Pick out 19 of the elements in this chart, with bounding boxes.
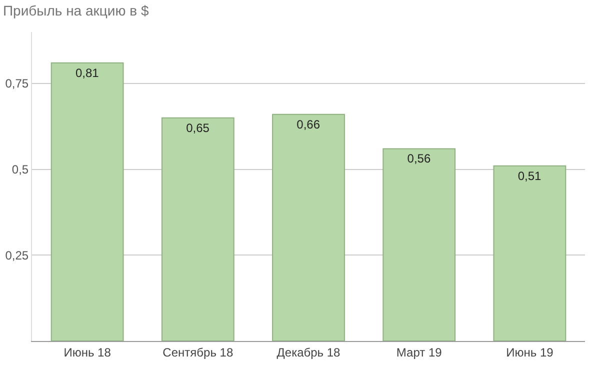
bar xyxy=(50,62,124,341)
bar xyxy=(493,165,566,341)
bar xyxy=(161,117,234,341)
x-tick-label: Март 19 xyxy=(396,345,442,360)
x-tick-label: Сентябрь 18 xyxy=(162,345,234,360)
data-label: 0,56 xyxy=(407,152,431,166)
bar xyxy=(382,148,456,341)
y-tick-label: 0,25 xyxy=(5,248,29,262)
data-label: 0,81 xyxy=(75,66,100,80)
x-tick-label: Июнь 18 xyxy=(64,345,112,360)
x-tick-label: Июнь 19 xyxy=(506,345,554,360)
y-tick-label: 0,75 xyxy=(5,76,29,91)
bar xyxy=(272,114,345,341)
data-label: 0,65 xyxy=(186,120,210,135)
chart-title: Прибыль на акцию в $ xyxy=(2,2,149,18)
data-label: 0,51 xyxy=(518,168,542,183)
data-label: 0,66 xyxy=(296,117,320,132)
y-tick-label: 0,5 xyxy=(12,162,29,177)
x-tick-label: Декабрь 18 xyxy=(276,345,341,360)
